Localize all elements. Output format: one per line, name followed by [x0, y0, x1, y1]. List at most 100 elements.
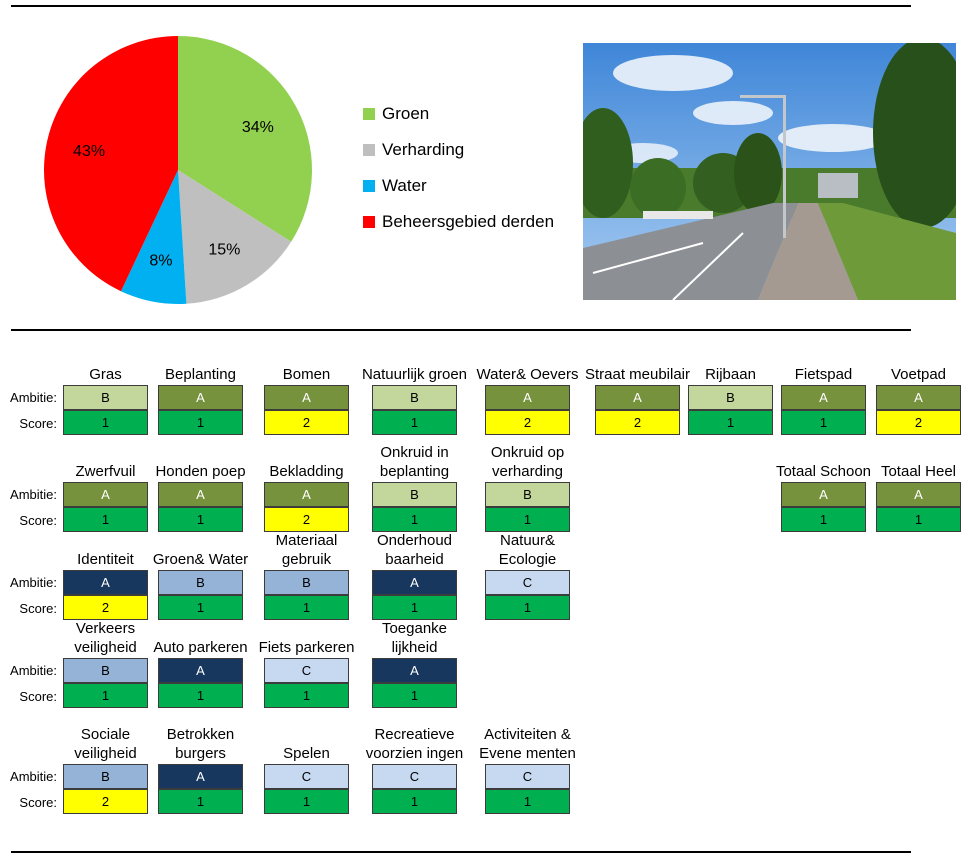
category-label: Fietspad: [794, 366, 853, 383]
score-cell: 2: [876, 410, 961, 435]
score-cell: 1: [372, 683, 457, 708]
pie-data-label: 8%: [149, 253, 172, 270]
ambitie-cell: C: [485, 764, 570, 789]
ambitie-cell: A: [63, 570, 148, 595]
top-divider: [11, 5, 911, 7]
category-label: Voetpad: [890, 366, 947, 383]
score-cell: 2: [595, 410, 680, 435]
score-cell: 1: [781, 507, 866, 532]
category-label: Spelen: [283, 745, 330, 762]
ambitie-cell: A: [876, 482, 961, 507]
category-label: Natuurlijk groen: [361, 366, 468, 383]
score-row-label: Score:: [19, 689, 57, 704]
score-cell: 1: [158, 507, 243, 532]
score-cell: 2: [485, 410, 570, 435]
score-cell: 1: [485, 789, 570, 814]
category-label: Sociale veiligheid: [74, 726, 137, 762]
ambitie-cell: A: [63, 482, 148, 507]
ambitie-cell: B: [372, 482, 457, 507]
ambitie-row-label: Ambitie:: [10, 769, 57, 784]
pie-slice-groen: [178, 36, 312, 242]
category-label: Groen& Water: [152, 551, 249, 568]
score-row-label: Score:: [19, 601, 57, 616]
score-cell: 1: [63, 410, 148, 435]
legend-swatch: [363, 180, 375, 192]
ambitie-cell: B: [485, 482, 570, 507]
category-label: Gras: [89, 366, 122, 383]
pie-slice-beheersgebied-derden: [43, 36, 178, 292]
category-label: Onkruid op verharding: [490, 444, 565, 480]
ambitie-cell: A: [372, 658, 457, 683]
score-cell: 1: [781, 410, 866, 435]
category-label: Verkeers veiligheid: [74, 620, 137, 656]
score-cell: 1: [372, 507, 457, 532]
score-cell: 1: [158, 410, 243, 435]
category-label: Onderhoud baarheid: [376, 532, 453, 568]
score-cell: 1: [485, 595, 570, 620]
ambitie-cell: A: [372, 570, 457, 595]
ambitie-cell: A: [158, 764, 243, 789]
street-photo: [583, 43, 956, 300]
category-label: Identiteit: [77, 551, 134, 568]
score-cell: 1: [264, 789, 349, 814]
category-label: Toeganke lijkheid: [381, 620, 448, 656]
ambitie-cell: C: [264, 658, 349, 683]
ambitie-cell: A: [158, 385, 243, 410]
category-label: Materiaal gebruik: [275, 532, 338, 568]
legend-label: Groen: [382, 104, 430, 123]
score-cell: 1: [876, 507, 961, 532]
ambitie-cell: A: [264, 482, 349, 507]
score-cell: 1: [158, 595, 243, 620]
ambitie-cell: C: [264, 764, 349, 789]
category-label: Water& Oevers: [476, 366, 579, 383]
ambitie-cell: B: [63, 658, 148, 683]
score-cell: 1: [688, 410, 773, 435]
category-label: Straat meubilair: [584, 366, 691, 383]
ambitie-cell: A: [158, 482, 243, 507]
category-label: Onkruid in beplanting: [379, 444, 450, 480]
ambitie-cell: A: [781, 482, 866, 507]
ambitie-cell: A: [485, 385, 570, 410]
category-label: Bekladding: [269, 463, 344, 480]
ambitie-cell: B: [63, 385, 148, 410]
score-cell: 1: [264, 595, 349, 620]
ambitie-cell: A: [158, 658, 243, 683]
category-label: Betrokken burgers: [166, 726, 235, 762]
legend-swatch: [363, 144, 375, 156]
legend-swatch: [363, 216, 375, 228]
ambitie-cell: A: [264, 385, 349, 410]
score-cell: 2: [264, 410, 349, 435]
ambitie-row-label: Ambitie:: [10, 575, 57, 590]
ambitie-cell: A: [876, 385, 961, 410]
category-label: Fiets parkeren: [258, 639, 355, 656]
category-label: Totaal Schoon: [775, 463, 872, 480]
score-cell: 1: [158, 683, 243, 708]
category-label: Rijbaan: [705, 366, 756, 383]
ambitie-cell: A: [781, 385, 866, 410]
pie-chart: 34% 15% 8% 43%: [43, 36, 312, 304]
score-cell: 2: [264, 507, 349, 532]
ambitie-cell: B: [688, 385, 773, 410]
score-row-label: Score:: [19, 416, 57, 431]
score-cell: 1: [264, 683, 349, 708]
category-label: Activiteiten & Evene menten: [479, 726, 576, 762]
legend-swatch: [363, 108, 375, 120]
ambitie-row-label: Ambitie:: [10, 487, 57, 502]
score-cell: 1: [63, 507, 148, 532]
score-cell: 1: [485, 507, 570, 532]
category-label: Honden poep: [155, 463, 246, 480]
score-row-label: Score:: [19, 513, 57, 528]
score-cell: 2: [63, 789, 148, 814]
score-cell: 2: [63, 595, 148, 620]
ambitie-cell: A: [595, 385, 680, 410]
pie-data-label: 34%: [242, 119, 274, 136]
score-row-label: Score:: [19, 795, 57, 810]
legend-label: Beheersgebied derden: [382, 212, 555, 231]
ambitie-cell: C: [372, 764, 457, 789]
category-label: Totaal Heel: [880, 463, 957, 480]
ambitie-cell: B: [372, 385, 457, 410]
score-cell: 1: [158, 789, 243, 814]
pie-data-label: 43%: [73, 143, 105, 160]
category-label: Beplanting: [165, 366, 236, 383]
legend-label: Water: [382, 176, 427, 195]
